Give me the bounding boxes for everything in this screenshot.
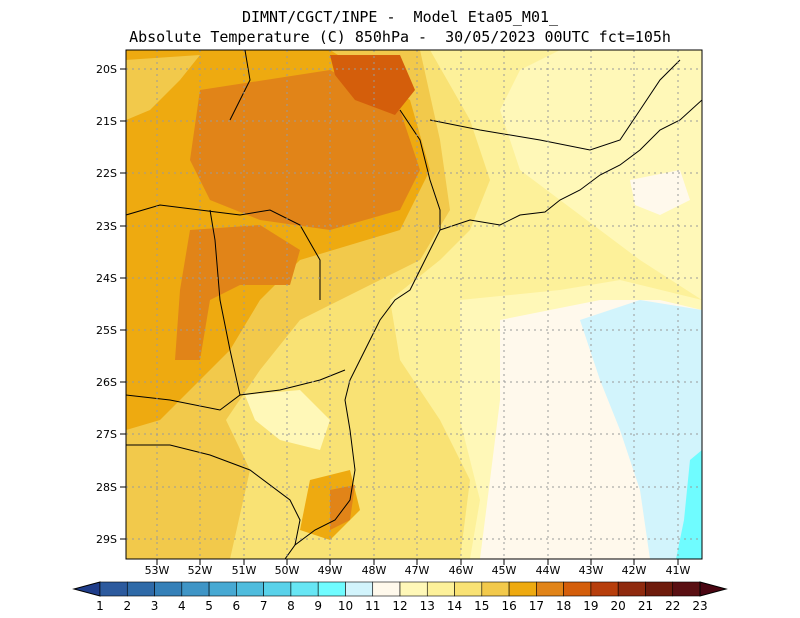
colorbar-label: 6 (233, 599, 241, 613)
lon-label: 53W (145, 564, 170, 577)
lat-label: 21S (96, 115, 117, 128)
lon-label: 41W (666, 564, 691, 577)
colorbar-label: 1 (96, 599, 104, 613)
colorbar-swatch (399, 581, 428, 597)
colorbar-swatch (208, 581, 237, 597)
colorbar-swatch (290, 581, 319, 597)
colorbar-label: 20 (611, 599, 626, 613)
colorbar-swatch (126, 581, 155, 597)
colorbar-label: 10 (338, 599, 353, 613)
lon-axis: 53W 52W 51W 50W 49W 48W 47W 46W 45W 44W … (145, 559, 691, 577)
colorbar-swatch (317, 581, 346, 597)
colorbar-label: 9 (314, 599, 322, 613)
colorbar-swatch (236, 581, 264, 597)
lon-label: 52W (188, 564, 213, 577)
lat-label: 27S (96, 428, 117, 441)
colorbar-swatch (481, 581, 510, 597)
colorbar-swatch (426, 581, 455, 597)
colorbar-label: 5 (205, 599, 213, 613)
lat-label: 23S (96, 220, 117, 233)
chart-title-line1: DIMNT/CGCT/INPE - Model Eta05_M01_ (241, 8, 559, 26)
colorbar-swatch (99, 581, 128, 597)
lat-label: 20S (96, 63, 117, 76)
colorbar-label: 17 (529, 599, 544, 613)
colorbar-label: 21 (638, 599, 653, 613)
colorbar-label: 12 (392, 599, 407, 613)
colorbar-min-arrow (72, 581, 101, 597)
lon-label: 47W (405, 564, 430, 577)
colorbar-swatch (645, 581, 674, 597)
colorbar-swatch (508, 581, 537, 597)
lon-label: 51W (232, 564, 257, 577)
lat-label: 26S (96, 376, 117, 389)
lat-label: 24S (96, 272, 117, 285)
temperature-field (126, 50, 702, 559)
colorbar-swatch (590, 581, 619, 597)
colorbar-label: 13 (420, 599, 435, 613)
colorbar-label: 8 (287, 599, 295, 613)
lon-label: 46W (449, 564, 474, 577)
chart-title-line2: Absolute Temperature (C) 850hPa - 30/05/… (129, 28, 671, 46)
lon-label: 45W (492, 564, 517, 577)
colorbar-label: 19 (583, 599, 598, 613)
colorbar-label: 2 (123, 599, 131, 613)
colorbar-label: 16 (501, 599, 516, 613)
colorbar-label: 11 (365, 599, 380, 613)
lon-label: 42W (622, 564, 647, 577)
colorbar-label: 22 (665, 599, 680, 613)
colorbar: 1 2 3 4 5 6 7 8 9 10 11 12 13 14 15 16 17 18 19 20 21 22 23 (72, 581, 728, 613)
lon-label: 44W (536, 564, 561, 577)
colorbar-label: 4 (178, 599, 186, 613)
colorbar-label: 15 (474, 599, 489, 613)
lon-label: 48W (362, 564, 387, 577)
colorbar-swatch (536, 581, 564, 597)
colorbar-swatch (563, 581, 592, 597)
colorbar-label: 23 (692, 599, 707, 613)
lat-label: 28S (96, 481, 117, 494)
colorbar-swatch (345, 581, 374, 597)
colorbar-max-arrow (699, 581, 728, 597)
colorbar-label: 14 (447, 599, 462, 613)
lon-label: 50W (275, 564, 300, 577)
colorbar-swatch (372, 581, 401, 597)
lat-label: 25S (96, 324, 117, 337)
colorbar-swatch (617, 581, 646, 597)
lon-label: 49W (318, 564, 343, 577)
colorbar-label: 7 (260, 599, 268, 613)
lon-label: 43W (579, 564, 604, 577)
colorbar-label: 3 (151, 599, 159, 613)
colorbar-swatch (181, 581, 210, 597)
lat-axis: 20S 21S 22S 23S 24S 25S 26S 27S 28S 29S (96, 63, 126, 546)
colorbar-label: 18 (556, 599, 571, 613)
colorbar-swatch (454, 581, 483, 597)
colorbar-swatch (154, 581, 183, 597)
colorbar-swatch (672, 581, 701, 597)
lat-label: 29S (96, 533, 117, 546)
map-frame (125, 49, 703, 560)
lat-label: 22S (96, 167, 117, 180)
colorbar-swatch (263, 581, 292, 597)
